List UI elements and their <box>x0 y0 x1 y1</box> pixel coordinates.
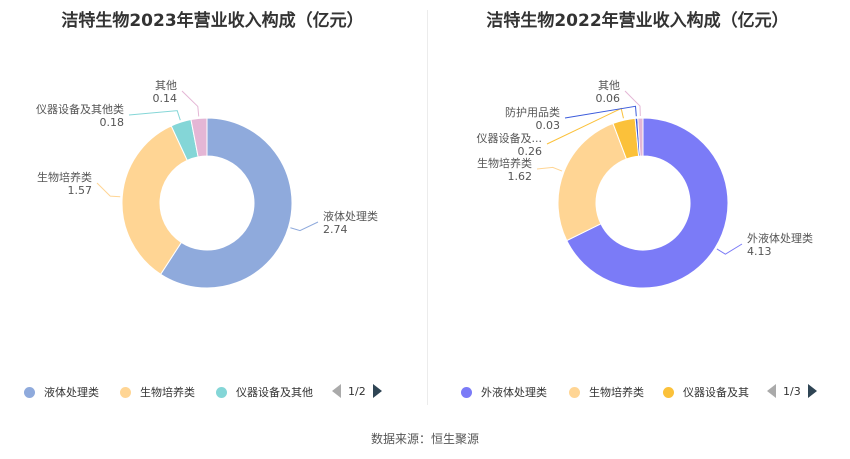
legend-label: 仪器设备及其 <box>683 386 749 399</box>
slice-value-label: 0.06 <box>596 92 621 105</box>
slice-label: 仪器设备及... <box>477 131 543 145</box>
legend-pager: 1/2 <box>332 384 382 398</box>
donut-slice[interactable] <box>159 117 293 289</box>
chart-panel-2022: 洁特生物2022年营业收入构成（亿元） 外液体处理类 4.13 生物培养类 1.62 仪… <box>425 0 850 410</box>
page-indicator: 1/2 <box>348 384 366 398</box>
legend-label: 生物培养类 <box>589 386 644 399</box>
slice-value-label: 0.14 <box>153 92 178 105</box>
legend-dot <box>569 386 580 398</box>
legend-item-equipment[interactable]: 仪器设备及其他 <box>216 384 313 400</box>
page-indicator: 1/3 <box>783 384 801 398</box>
legend-label: 液体处理类 <box>44 386 99 399</box>
slice-value-label: 1.57 <box>68 184 93 197</box>
slice-label: 仪器设备及其他类 <box>36 102 124 116</box>
label-leader-line <box>564 105 637 119</box>
legend-dot <box>24 386 35 398</box>
slice-label: 液体处理类 <box>323 209 378 223</box>
chart-title: 洁特生物2023年营业收入构成（亿元） <box>61 11 364 31</box>
prev-page-icon[interactable] <box>767 384 776 398</box>
slice-value-label: 4.13 <box>747 245 772 258</box>
prev-page-icon[interactable] <box>332 384 341 398</box>
legend-pager: 1/3 <box>767 384 817 398</box>
label-leader-line <box>96 182 121 198</box>
label-leader-line <box>290 221 319 232</box>
slice-label: 生物培养类 <box>477 156 532 170</box>
donut-slice[interactable] <box>566 117 729 289</box>
legend-dot <box>120 386 131 398</box>
slice-label: 其他 <box>598 79 620 92</box>
legend-dot <box>663 386 674 398</box>
donut-slice[interactable] <box>190 117 208 158</box>
slice-label: 生物培养类 <box>37 170 92 184</box>
legend-dot <box>461 386 472 398</box>
legend-item-culture[interactable]: 生物培养类 <box>569 384 644 400</box>
slice-value-label: 2.74 <box>323 223 348 236</box>
legend-label: 仪器设备及其他 <box>236 386 313 399</box>
slice-value-label: 1.62 <box>508 170 533 183</box>
slice-value-label: 0.03 <box>536 119 561 132</box>
label-leader-line <box>128 110 181 121</box>
panel-divider <box>427 10 428 405</box>
next-page-icon[interactable] <box>807 384 817 398</box>
slice-label: 其他 <box>155 79 177 92</box>
label-leader-line <box>536 166 563 172</box>
slice-value-label: 0.26 <box>518 145 543 158</box>
next-page-icon[interactable] <box>372 384 382 398</box>
legend-label: 生物培养类 <box>140 386 195 399</box>
label-leader-line <box>181 90 200 117</box>
slice-value-label: 0.18 <box>100 116 125 129</box>
donut-slice[interactable] <box>121 125 188 275</box>
slice-label: 外液体处理类 <box>747 231 813 245</box>
legend-2023: 液体处理类 生物培养类 仪器设备及其他 1/2 <box>20 384 420 402</box>
chart-panel-2023: 洁特生物2023年营业收入构成（亿元） 液体处理类 2.74 生物培养类 1.57 仪器… <box>0 0 425 410</box>
legend-item-equipment[interactable]: 仪器设备及其 <box>663 384 749 400</box>
label-leader-line <box>716 243 743 255</box>
legend-dot <box>216 386 227 398</box>
donut-slice[interactable] <box>557 122 628 242</box>
legend-item-culture[interactable]: 生物培养类 <box>120 384 195 400</box>
donut-slice[interactable] <box>637 117 644 157</box>
label-leader-line <box>624 90 641 117</box>
legend-2022: 外液体处理类 生物培养类 仪器设备及其 1/3 <box>445 384 845 402</box>
slice-label: 防护用品类 <box>505 105 560 119</box>
legend-label: 外液体处理类 <box>481 386 547 399</box>
legend-item-liquid[interactable]: 外液体处理类 <box>461 384 547 400</box>
legend-item-liquid[interactable]: 液体处理类 <box>24 384 99 400</box>
data-source: 数据来源：恒生聚源 <box>370 432 479 446</box>
chart-title: 洁特生物2022年营业收入构成（亿元） <box>486 11 789 31</box>
